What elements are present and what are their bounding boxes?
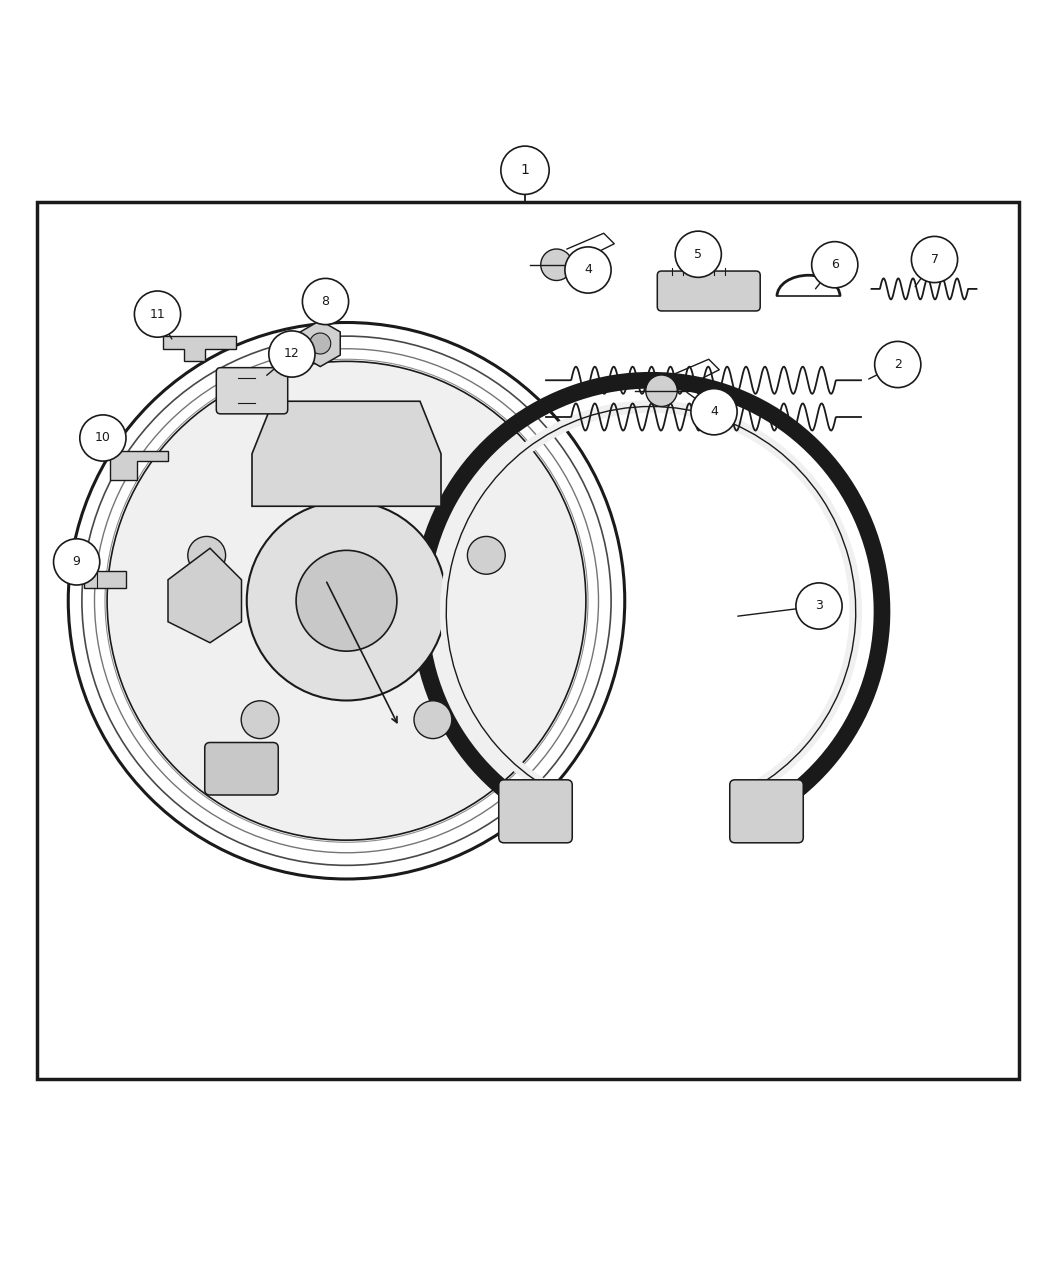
Text: 9: 9	[72, 556, 81, 569]
Polygon shape	[163, 337, 236, 361]
Text: 2: 2	[894, 358, 902, 371]
Circle shape	[242, 701, 279, 738]
Circle shape	[675, 231, 721, 278]
FancyBboxPatch shape	[730, 780, 803, 843]
Text: 8: 8	[321, 295, 330, 309]
Text: 4: 4	[584, 264, 592, 277]
Bar	[37, 201, 1018, 1079]
Circle shape	[328, 435, 365, 473]
Text: 7: 7	[930, 252, 939, 266]
Circle shape	[911, 236, 958, 283]
Circle shape	[247, 501, 446, 700]
Circle shape	[467, 537, 505, 574]
Polygon shape	[168, 548, 242, 643]
Circle shape	[565, 247, 611, 293]
Circle shape	[875, 342, 921, 388]
FancyBboxPatch shape	[205, 742, 278, 796]
Circle shape	[302, 278, 349, 325]
Circle shape	[134, 291, 181, 337]
Circle shape	[80, 414, 126, 462]
Circle shape	[188, 537, 226, 574]
Circle shape	[269, 332, 315, 377]
Text: 4: 4	[710, 405, 718, 418]
Circle shape	[501, 147, 549, 194]
Circle shape	[812, 242, 858, 288]
Circle shape	[296, 551, 397, 652]
FancyBboxPatch shape	[216, 367, 288, 414]
Circle shape	[414, 701, 452, 738]
Text: 6: 6	[831, 259, 839, 272]
Text: 1: 1	[521, 163, 529, 177]
Circle shape	[796, 583, 842, 629]
Polygon shape	[110, 450, 168, 479]
Circle shape	[107, 361, 586, 840]
Text: 3: 3	[815, 599, 823, 612]
Circle shape	[541, 249, 572, 280]
Text: 5: 5	[694, 247, 702, 261]
FancyBboxPatch shape	[499, 780, 572, 843]
Circle shape	[54, 539, 100, 585]
Polygon shape	[300, 320, 340, 367]
Circle shape	[646, 375, 677, 407]
Text: 12: 12	[284, 348, 300, 361]
Polygon shape	[252, 402, 441, 506]
Text: 11: 11	[149, 307, 166, 320]
FancyBboxPatch shape	[657, 272, 760, 311]
Polygon shape	[84, 571, 126, 588]
Circle shape	[310, 333, 331, 354]
Circle shape	[691, 389, 737, 435]
Text: 10: 10	[94, 431, 111, 445]
